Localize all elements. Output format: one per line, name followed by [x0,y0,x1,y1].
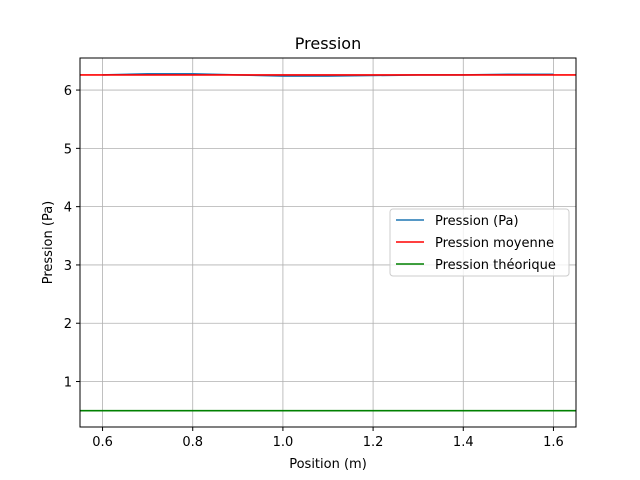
plot-frame [79,57,577,428]
x-axis-label: Position (m) [289,457,367,472]
x-tick-label: 1.4 [453,435,474,450]
grid [80,58,576,427]
y-tick-label: 4 [64,201,72,216]
legend-label: Pression moyenne [435,236,554,251]
legend-box [389,208,570,277]
y-tick-label: 3 [64,259,72,274]
x-tick-label: 1.6 [543,435,564,450]
series-group [80,72,576,412]
y-tick-label: 6 [64,84,72,99]
y-tick-label: 1 [64,376,72,391]
legend-label: Pression théorique [435,258,556,273]
chart-title: Pression [295,34,361,53]
x-axis-ticks: 0.6 0.8 1.0 1.2 1.4 1.6 [92,427,564,450]
legend: Pression (Pa) Pression moyenne Pression th… [389,208,570,277]
y-axis-label: Pression (Pa) [41,201,56,285]
y-tick-label: 5 [64,142,72,157]
y-axis-ticks: 1 2 3 4 5 6 [64,84,80,391]
x-tick-label: 0.8 [182,435,203,450]
x-tick-label: 1.2 [363,435,384,450]
legend-label: Pression (Pa) [435,214,519,229]
y-tick-label: 2 [64,317,72,332]
x-tick-label: 0.6 [92,435,113,450]
x-tick-label: 1.0 [273,435,294,450]
